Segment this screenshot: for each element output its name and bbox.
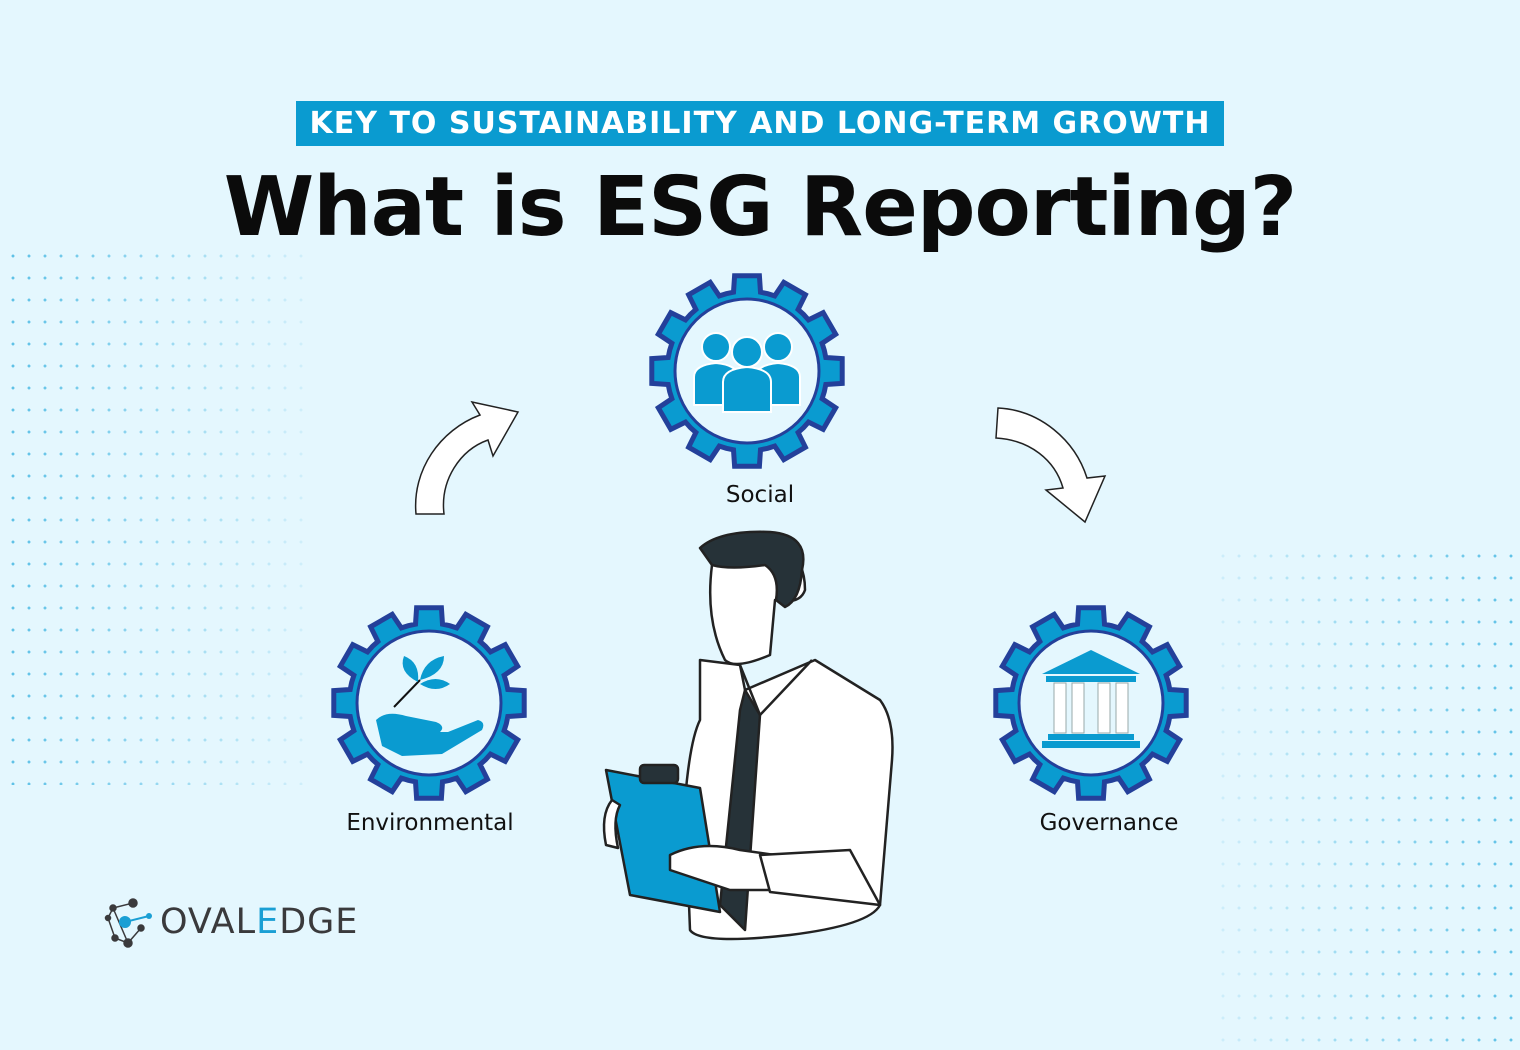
ovaledge-logo-text: OVALEDGE — [160, 902, 359, 942]
arrow-down-right-icon — [995, 407, 1107, 524]
government-building-icon — [1042, 650, 1140, 748]
arrow-up-right-icon — [414, 400, 520, 515]
dot-pattern-left — [5, 245, 305, 785]
people-group-icon — [693, 332, 801, 413]
environmental-label: Environmental — [346, 810, 514, 836]
ovaledge-logo-icon — [104, 898, 152, 948]
subtitle-banner: KEY TO SUSTAINABILITY AND LONG-TERM GROW… — [296, 101, 1224, 146]
governance-label: Governance — [1039, 810, 1179, 836]
social-label: Social — [725, 482, 795, 508]
dot-pattern-right — [1215, 545, 1520, 1045]
plant-in-hand-icon — [376, 656, 484, 756]
page-title: What is ESG Reporting? — [223, 160, 1297, 255]
businessman-illustration — [602, 530, 894, 941]
